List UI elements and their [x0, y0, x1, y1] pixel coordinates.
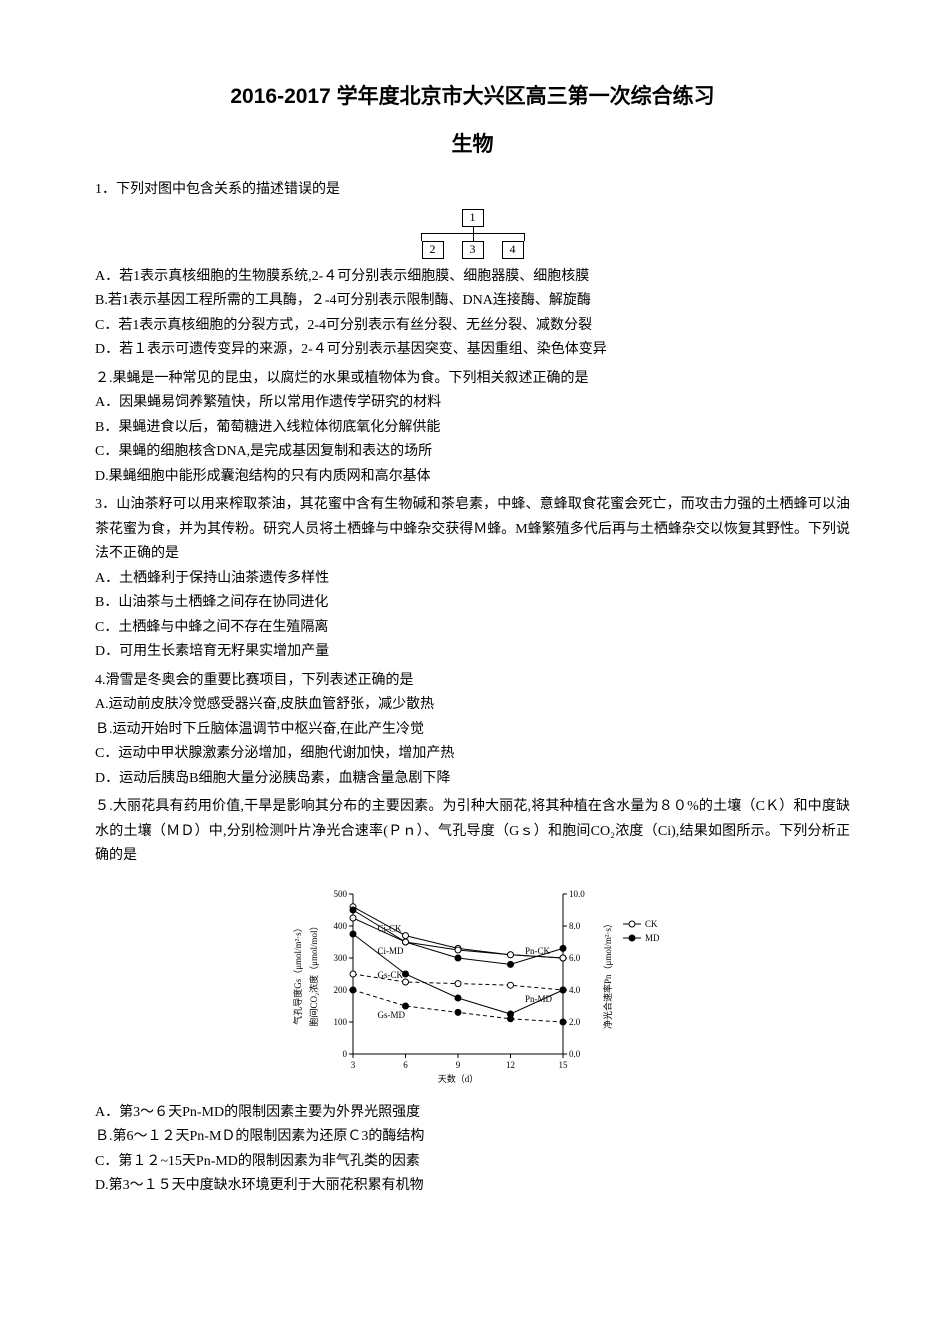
q1-option-a: A．若1表示真核细胞的生物膜系统,2-４可分别表示细胞膜、细胞器膜、细胞核膜 — [95, 265, 850, 290]
svg-text:Ci-MD: Ci-MD — [377, 946, 404, 956]
q4-option-c: C．运动中甲状腺激素分泌增加，细胞代谢加快，增加产热 — [95, 742, 850, 767]
q5-option-c: C．第１２~15天Pn-MD的限制因素为非气孔类的因素 — [95, 1150, 850, 1175]
svg-text:400: 400 — [333, 921, 347, 931]
svg-text:9: 9 — [455, 1060, 460, 1070]
q2-stem: ２.果蝇是一种常见的昆虫，以腐烂的水果或植物体为食。下列相关叙述正确的是 — [95, 367, 850, 392]
svg-text:Pn-CK: Pn-CK — [525, 946, 551, 956]
q2-option-a: A．因果蝇易饲养繁殖快，所以常用作遗传学研究的材料 — [95, 391, 850, 416]
svg-text:4.0: 4.0 — [569, 985, 581, 995]
svg-text:Ci-CK: Ci-CK — [377, 923, 402, 933]
q5-option-d: D.第3～１５天中度缺水环境更利于大丽花积累有机物 — [95, 1174, 850, 1199]
q2-option-c: C．果蝇的细胞核含DNA,是完成基因复制和表达的场所 — [95, 440, 850, 465]
svg-text:0: 0 — [342, 1049, 347, 1059]
svg-text:3: 3 — [350, 1060, 355, 1070]
q5-stem: ５.大丽花具有药用价值,干旱是影响其分布的主要因素。为引种大丽花,将其种植在含水… — [95, 795, 850, 869]
exam-subject: 生物 — [95, 128, 850, 158]
q1-stem: 1．下列对图中包含关系的描述错误的是 — [95, 178, 850, 203]
svg-text:100: 100 — [333, 1017, 347, 1027]
chart-svg: 3 6 9 12 15 天数（d） 0 100 200 300 400 500 气孔导度Gs（μmol/… — [283, 879, 663, 1089]
svg-text:Gs-MD: Gs-MD — [377, 1010, 405, 1020]
svg-text:气孔导度Gs（μmol/m²·s）: 气孔导度Gs（μmol/m²·s） — [292, 923, 303, 1025]
svg-text:10.0: 10.0 — [569, 889, 585, 899]
tree-node-3: 3 — [462, 241, 484, 259]
q1-option-c: C．若1表示真核细胞的分裂方式，2-4可分别表示有丝分裂、无丝分裂、减数分裂 — [95, 314, 850, 339]
svg-text:6: 6 — [403, 1060, 408, 1070]
q5-chart: 3 6 9 12 15 天数（d） 0 100 200 300 400 500 气孔导度Gs（μmol/… — [95, 879, 850, 1089]
svg-text:Pn-MD: Pn-MD — [525, 994, 553, 1004]
q3-stem: 3．山油茶籽可以用来榨取茶油，其花蜜中含有生物碱和茶皂素，中蜂、意蜂取食花蜜会死… — [95, 493, 850, 567]
q1-option-d: D．若１表示可遗传变异的来源，2-４可分别表示基因突变、基因重组、染色体变异 — [95, 338, 850, 363]
svg-text:净光合速率Pn（μmol/m²·s）: 净光合速率Pn（μmol/m²·s） — [602, 918, 613, 1028]
exam-title: 2016-2017 学年度北京市大兴区高三第一次综合练习 — [95, 80, 850, 110]
svg-text:200: 200 — [333, 985, 347, 995]
q1-option-b: B.若1表示基因工程所需的工具酶，２-4可分别表示限制酶、DNA连接酶、解旋酶 — [95, 289, 850, 314]
q4-stem: 4.滑雪是冬奥会的重要比赛项目，下列表述正确的是 — [95, 669, 850, 694]
tree-node-4: 4 — [502, 241, 524, 259]
tree-node-1: 1 — [462, 209, 484, 227]
svg-text:300: 300 — [333, 953, 347, 963]
svg-text:胞间CO₂浓度（μmol/mol）: 胞间CO₂浓度（μmol/mol） — [308, 921, 319, 1026]
svg-text:500: 500 — [333, 889, 347, 899]
svg-text:12: 12 — [506, 1060, 515, 1070]
svg-text:Gs-CK: Gs-CK — [377, 970, 403, 980]
q3-option-c: C．土栖蜂与中蜂之间不存在生殖隔离 — [95, 616, 850, 641]
q4-option-b: Ｂ.运动开始时下丘脑体温调节中枢兴奋,在此产生冷觉 — [95, 718, 850, 743]
tree-connector — [421, 227, 525, 241]
q3-option-a: A．土栖蜂利于保持山油茶遗传多样性 — [95, 567, 850, 592]
svg-text:天数（d）: 天数（d） — [437, 1073, 478, 1084]
q5-option-a: A．第3～６天Pn-MD的限制因素主要为外界光照强度 — [95, 1101, 850, 1126]
q2-option-b: B．果蝇进食以后，葡萄糖进入线粒体彻底氧化分解供能 — [95, 416, 850, 441]
q3-option-b: B．山油茶与土栖蜂之间存在协同进化 — [95, 591, 850, 616]
svg-text:0.0: 0.0 — [569, 1049, 581, 1059]
svg-text:2.0: 2.0 — [569, 1017, 581, 1027]
svg-text:CK: CK — [645, 919, 658, 929]
svg-text:8.0: 8.0 — [569, 921, 581, 931]
q2-option-d: D.果蝇细胞中能形成囊泡结构的只有内质网和高尔基体 — [95, 465, 850, 490]
svg-text:6.0: 6.0 — [569, 953, 581, 963]
q3-option-d: D．可用生长素培育无籽果实增加产量 — [95, 640, 850, 665]
q1-tree-diagram: 1 2 3 4 — [95, 209, 850, 259]
q5-option-b: Ｂ.第6～１２天Pn-MＤ的限制因素为还原Ｃ3的酶结构 — [95, 1125, 850, 1150]
svg-text:MD: MD — [645, 933, 660, 943]
svg-text:15: 15 — [558, 1060, 568, 1070]
q4-option-d: D．运动后胰岛B细胞大量分泌胰岛素，血糖含量急剧下降 — [95, 767, 850, 792]
q4-option-a: A.运动前皮肤冷觉感受器兴奋,皮肤血管舒张，减少散热 — [95, 693, 850, 718]
tree-node-2: 2 — [422, 241, 444, 259]
